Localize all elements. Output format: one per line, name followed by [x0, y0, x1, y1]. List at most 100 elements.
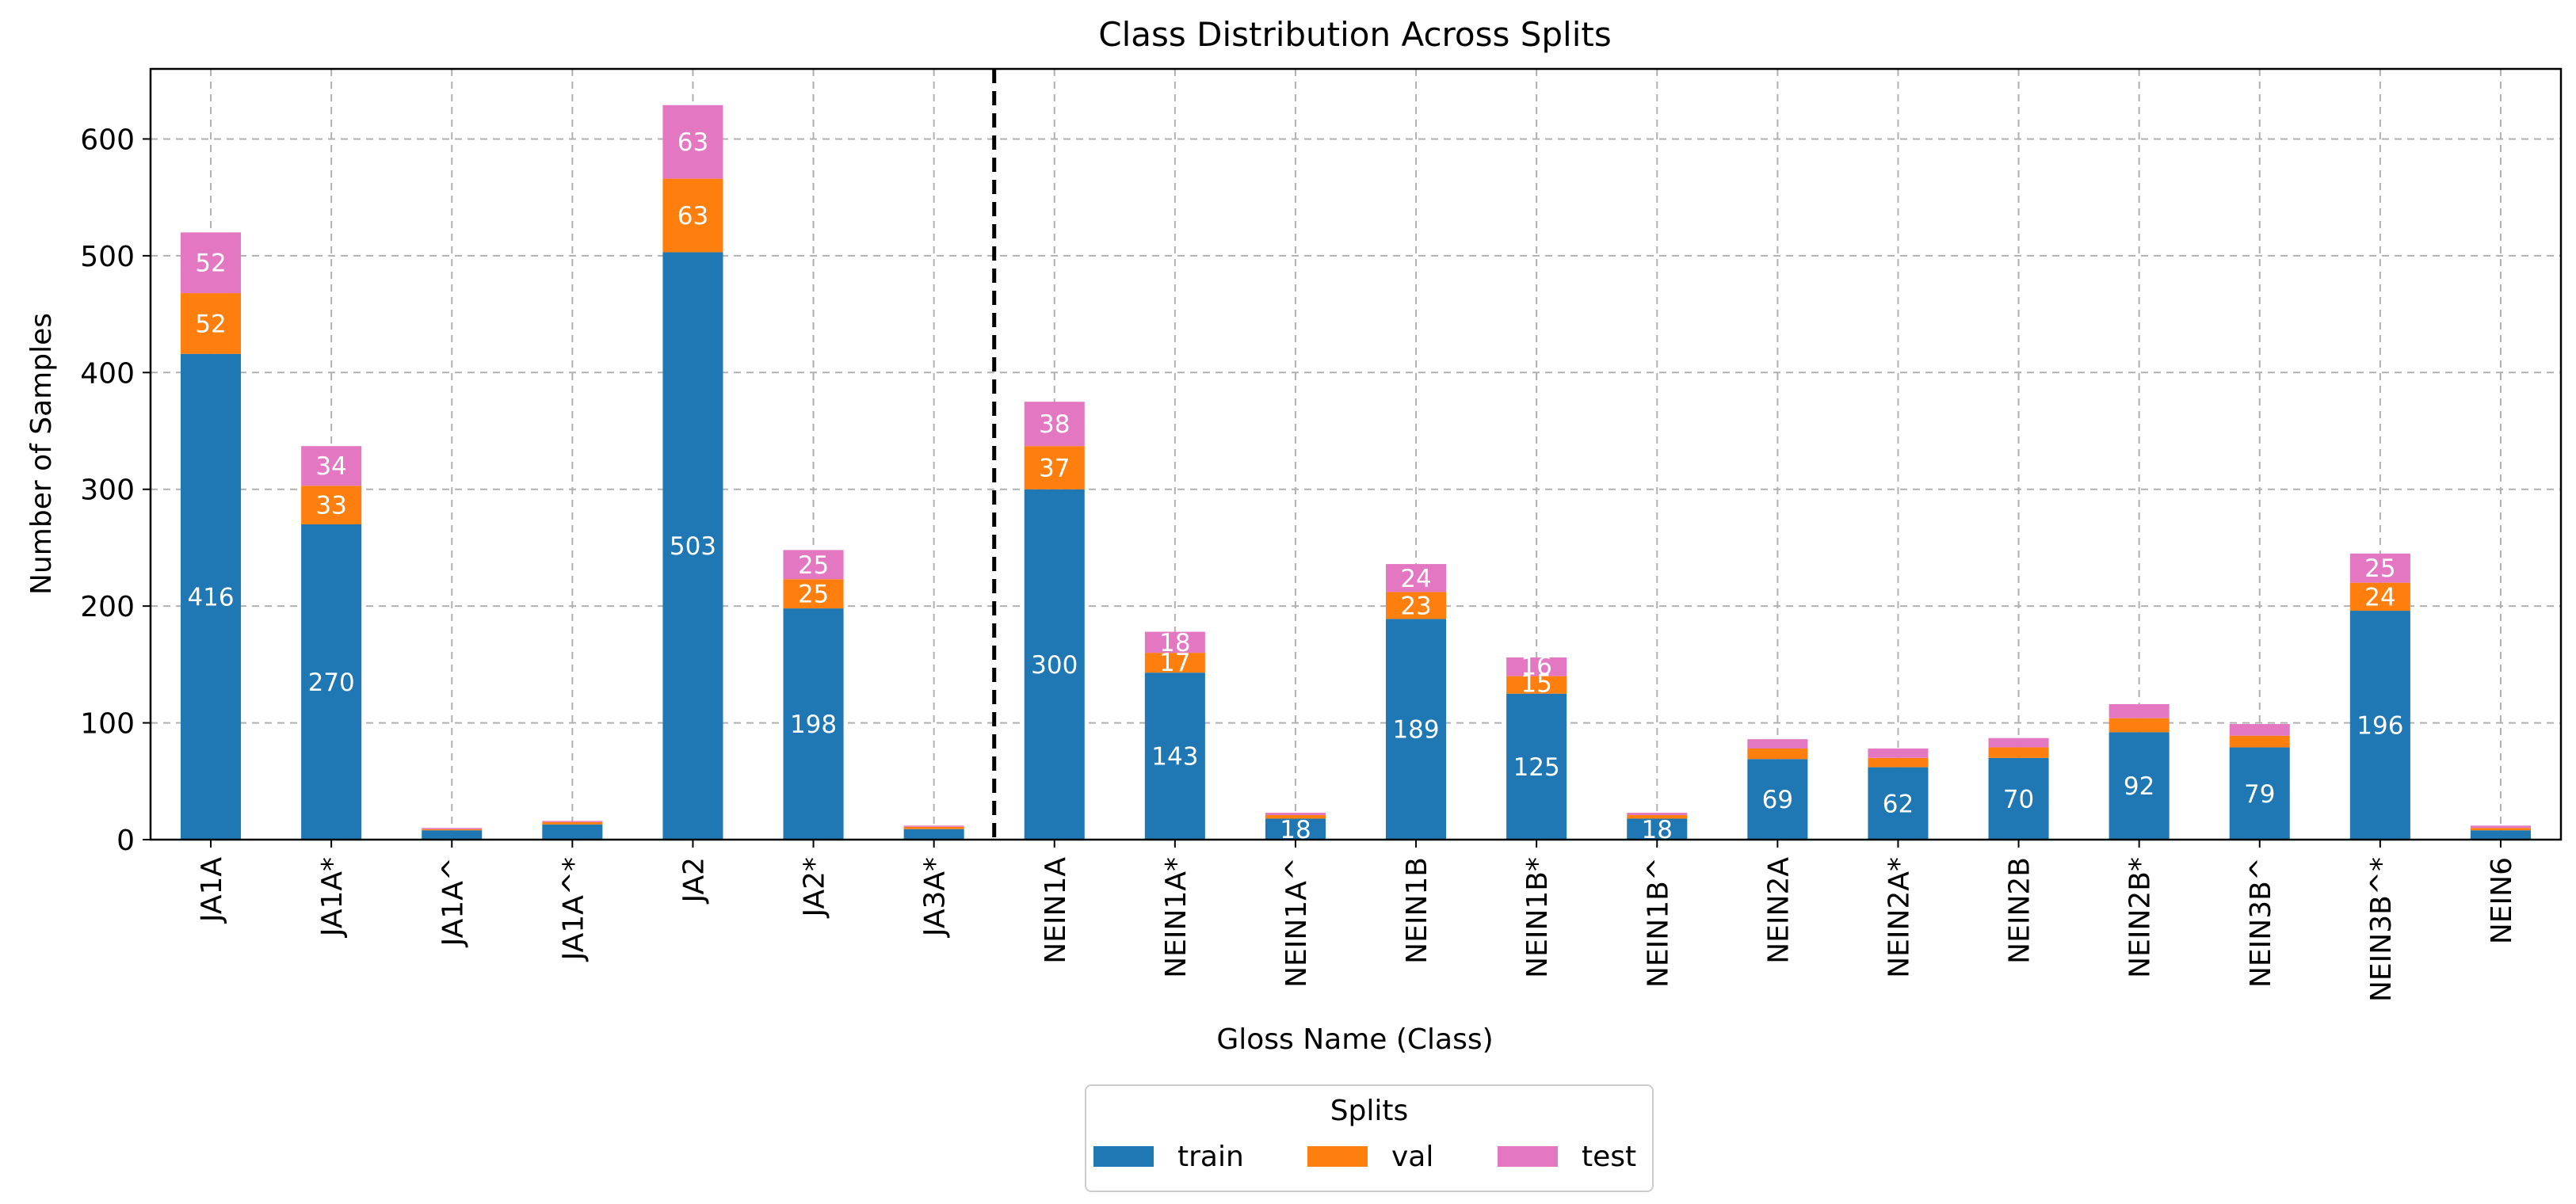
bar-train	[2470, 830, 2531, 840]
bar-train	[422, 830, 483, 840]
grid	[151, 69, 2561, 840]
bar-train	[1506, 693, 1567, 840]
legend: Splits train val test	[1085, 1084, 1654, 1192]
x-tick-label: NEIN3B^*	[2365, 857, 2398, 1002]
bar-train	[662, 252, 723, 840]
bar-value-label: 37	[1039, 454, 1070, 482]
bar-value-label: 34	[315, 452, 346, 481]
bar-val	[542, 821, 603, 825]
x-axis-ticks: JA1A JA1A* JA1A^ JA1A^* JA2 JA2* JA3A* NEIN1A NE…	[196, 840, 2518, 1002]
bar-val	[662, 178, 723, 253]
bar-val	[1024, 446, 1085, 490]
bar-test	[2349, 553, 2410, 583]
x-tick-label: JA1A^*	[557, 857, 590, 962]
bar-val	[1386, 592, 1447, 619]
bar-value-label: 143	[1151, 743, 1198, 772]
legend-label-train: train	[1177, 1141, 1244, 1173]
bar-value-label: 25	[798, 581, 829, 609]
y-tick-label: 200	[80, 591, 135, 623]
x-tick-label: NEIN1A	[1040, 857, 1072, 964]
bar-train	[903, 829, 964, 840]
chart-title: Class Distribution Across Splits	[1098, 15, 1611, 54]
legend-label-test: test	[1582, 1141, 1636, 1173]
legend-label-val: val	[1391, 1141, 1433, 1173]
bar-test	[422, 828, 483, 829]
bar-val	[1144, 653, 1205, 673]
legend-swatch-val	[1307, 1146, 1368, 1167]
bar-value-label: 300	[1031, 651, 1078, 680]
bar-value-label: 503	[670, 532, 716, 561]
bar-test	[2470, 825, 2531, 829]
bar-value-label: 52	[195, 250, 226, 278]
plot-frame	[149, 67, 2563, 841]
x-axis-label: Gloss Name (Class)	[1216, 1023, 1493, 1056]
bar-train	[301, 524, 362, 840]
bar-train	[1024, 489, 1085, 840]
bar-value-label: 33	[315, 492, 346, 520]
bar-value-label: 23	[1400, 592, 1431, 620]
bar-value-label: 17	[1159, 649, 1190, 677]
bar-val	[2109, 718, 2170, 733]
bar-value-label: 92	[2124, 772, 2154, 801]
x-tick-label: NEIN1A^	[1280, 857, 1313, 988]
bar-val	[1747, 749, 1808, 760]
bar-value-label: 63	[677, 202, 708, 231]
x-tick-label: NEIN3B^	[2245, 857, 2277, 988]
legend-swatch-test	[1498, 1146, 1558, 1167]
bar-value-label: 62	[1883, 790, 1914, 818]
bar-value-label: 69	[1762, 786, 1793, 814]
bar-value-label: 270	[308, 669, 355, 697]
bar-train	[181, 353, 242, 840]
bar-train	[2229, 747, 2290, 840]
bar-val	[1868, 757, 1929, 768]
bar-test	[1265, 813, 1326, 816]
x-tick-label: NEIN2B	[2004, 857, 2036, 964]
bar-val	[2470, 828, 2531, 831]
bar-train	[1386, 619, 1447, 840]
bar-value-label: 198	[790, 711, 837, 739]
bar-value-label: 52	[195, 310, 226, 338]
bar-val	[422, 829, 483, 831]
bar-value-label: 79	[2244, 780, 2275, 809]
bar-test	[903, 825, 964, 827]
bar-test	[1747, 739, 1808, 749]
bar-val	[1988, 747, 2049, 758]
x-tick-label: NEIN1B^	[1642, 857, 1674, 988]
bar-value-label: 15	[1521, 670, 1551, 699]
bar-train	[2109, 732, 2170, 840]
y-tick-label: 300	[80, 474, 135, 507]
x-tick-label: JA1A^	[437, 857, 469, 947]
bar-train	[783, 608, 844, 840]
x-tick-label: JA3A*	[919, 857, 952, 938]
bar-test	[662, 105, 723, 179]
bar-val	[301, 486, 362, 524]
bar-value-label: 189	[1392, 716, 1439, 745]
bar-test	[1868, 749, 1929, 758]
x-tick-label: NEIN1B*	[1521, 857, 1554, 978]
bar-test	[181, 232, 242, 294]
bar-value-label: 38	[1039, 410, 1070, 439]
bar-value-label: 25	[2364, 554, 2395, 583]
bar-val	[2229, 735, 2290, 748]
bars	[181, 105, 2531, 840]
y-tick-label: 400	[80, 357, 135, 390]
bar-val	[903, 826, 964, 829]
x-tick-label: NEIN2B*	[2124, 857, 2157, 978]
bar-value-label: 196	[2357, 712, 2403, 741]
bar-val	[1506, 676, 1567, 694]
bar-test	[1506, 657, 1567, 676]
x-tick-label: NEIN6	[2486, 857, 2518, 944]
bar-train	[1747, 759, 1808, 840]
bar-value-label: 125	[1513, 753, 1560, 782]
bar-train	[1627, 818, 1688, 840]
bar-train	[542, 824, 603, 840]
bar-val	[2349, 582, 2410, 612]
bar-val	[783, 579, 844, 609]
bar-test	[1627, 813, 1688, 816]
y-axis-label: Number of Samples	[25, 313, 58, 595]
bar-test	[1386, 564, 1447, 592]
bar-value-label: 416	[187, 583, 234, 612]
bar-test	[2229, 724, 2290, 736]
y-tick-label: 500	[80, 241, 135, 273]
bar-value-label: 25	[798, 551, 829, 580]
